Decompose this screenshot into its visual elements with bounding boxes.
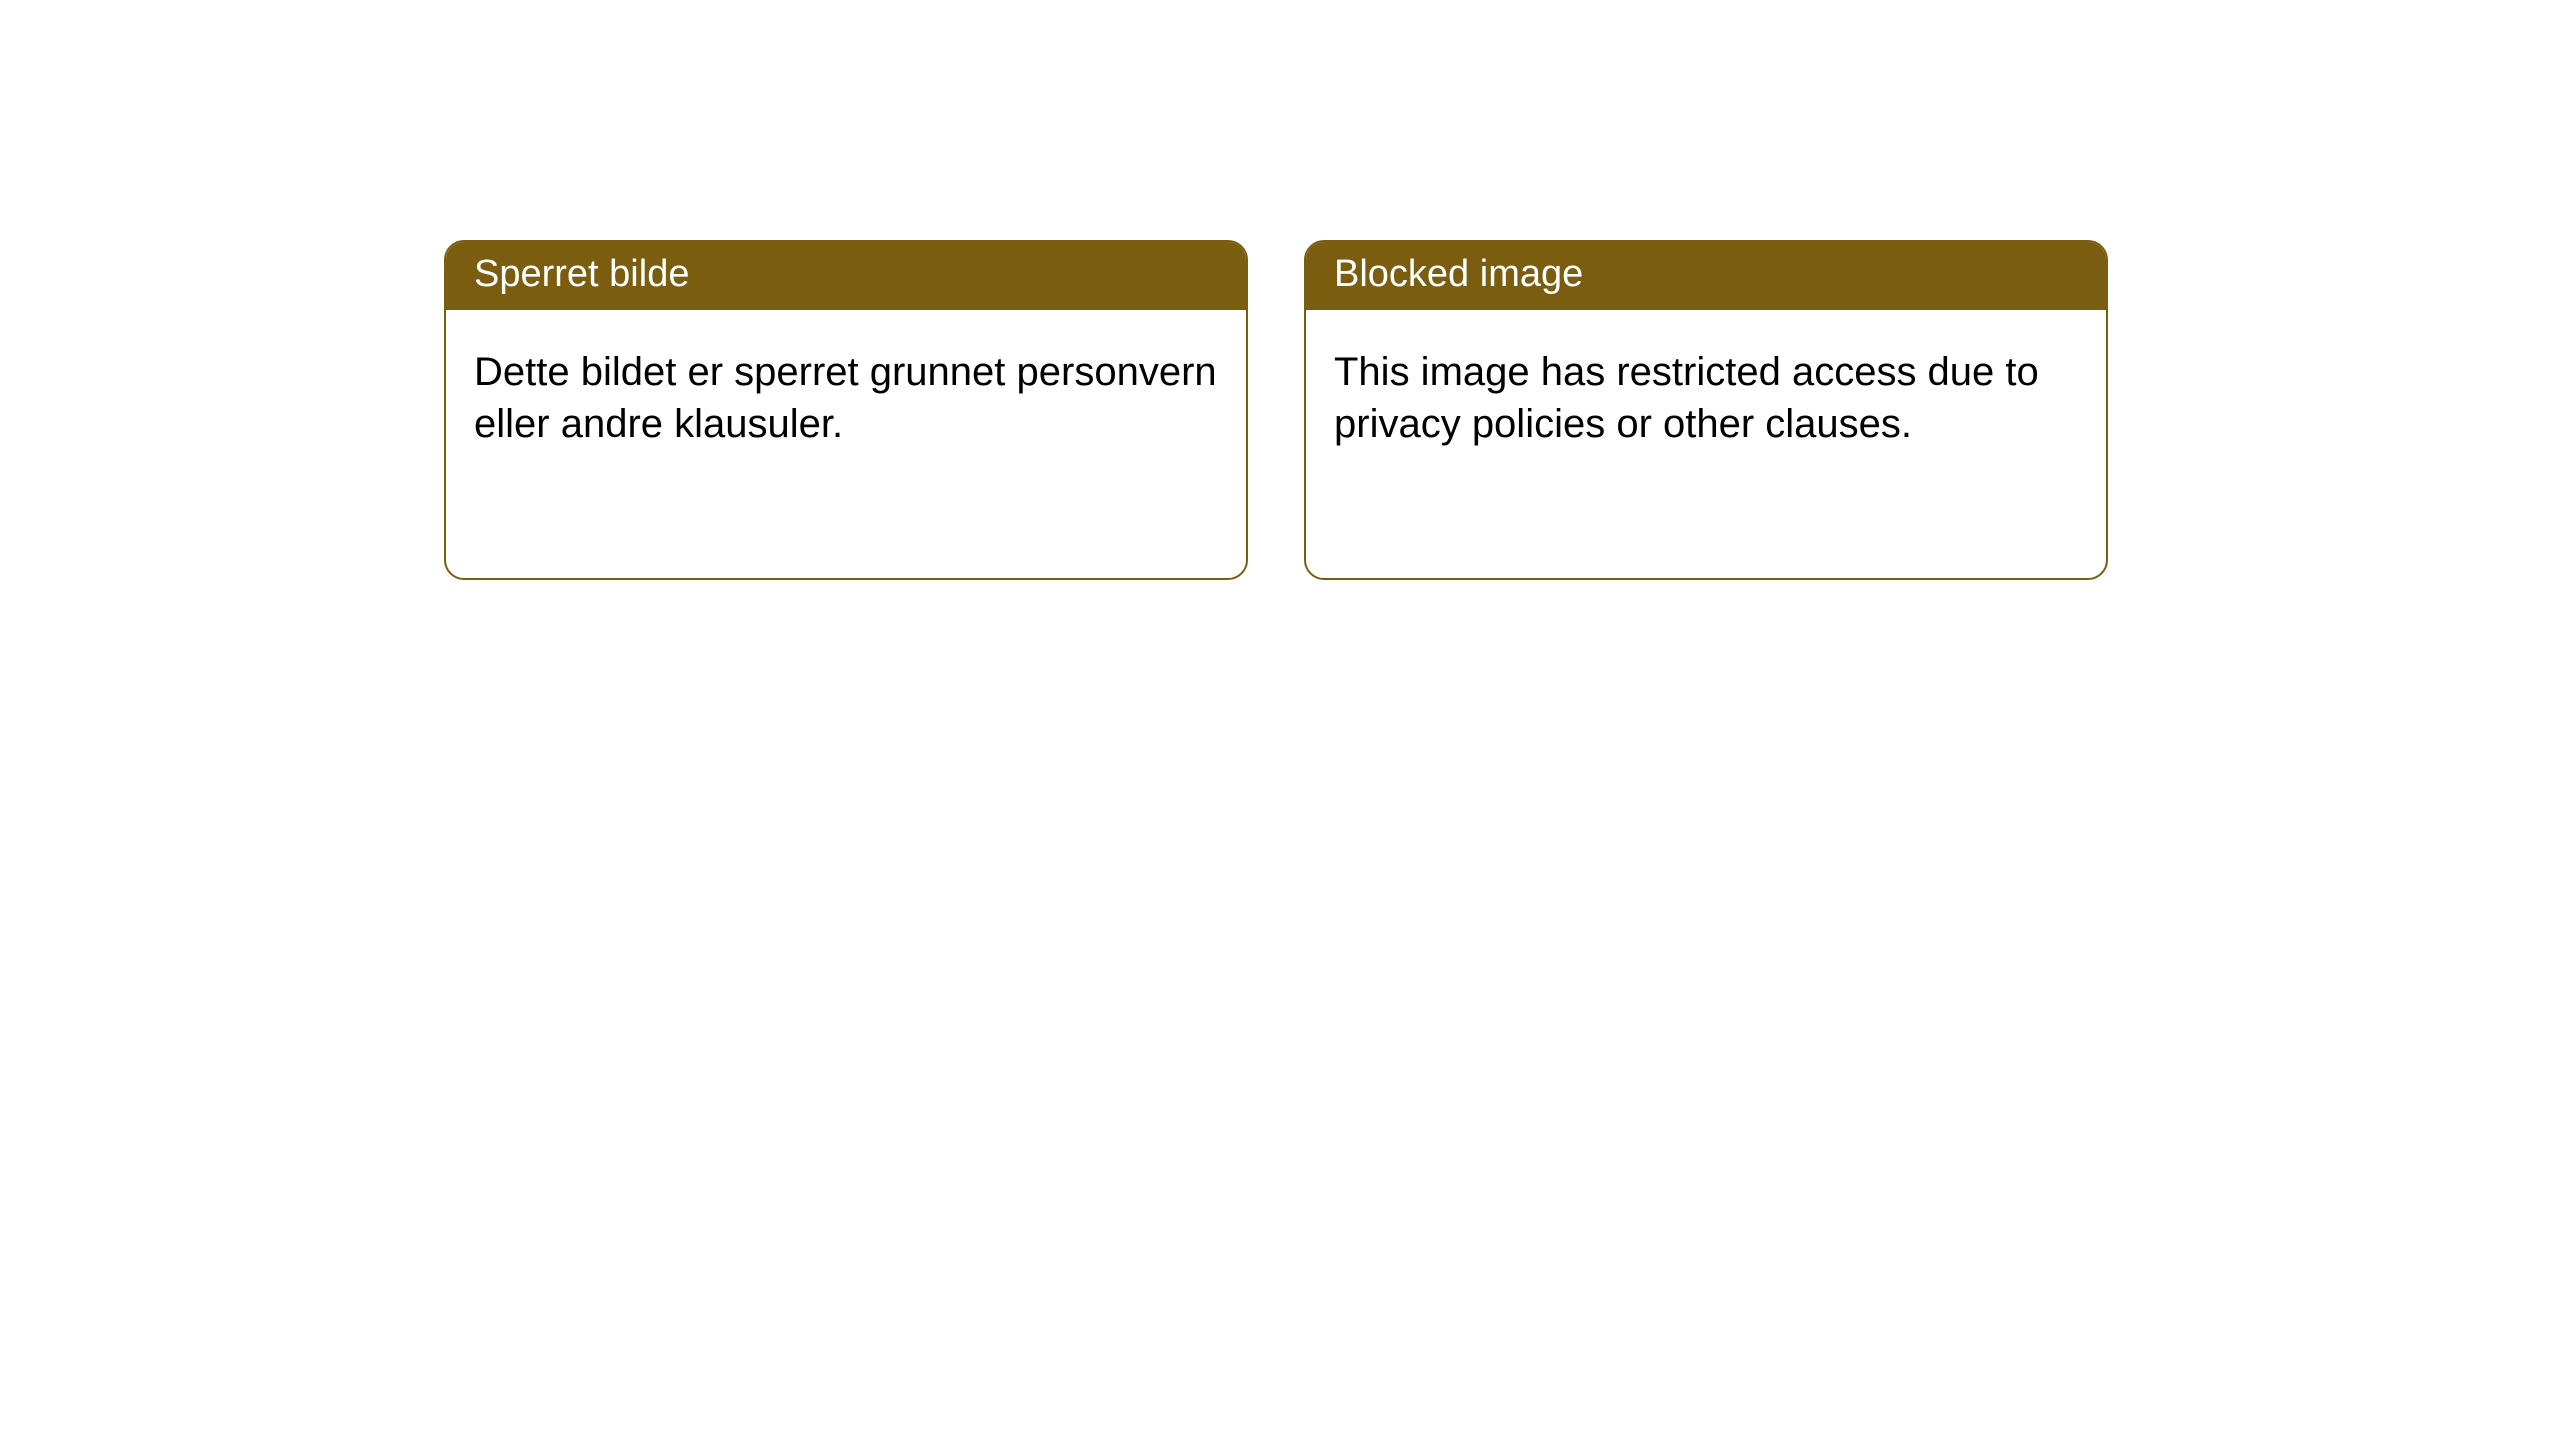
- notice-card-no: Sperret bilde Dette bildet er sperret gr…: [444, 240, 1248, 580]
- notice-body-no: Dette bildet er sperret grunnet personve…: [446, 310, 1246, 478]
- notice-body-en: This image has restricted access due to …: [1306, 310, 2106, 478]
- notice-title-no: Sperret bilde: [446, 242, 1246, 310]
- notice-card-en: Blocked image This image has restricted …: [1304, 240, 2108, 580]
- notice-container: Sperret bilde Dette bildet er sperret gr…: [0, 0, 2560, 580]
- notice-title-en: Blocked image: [1306, 242, 2106, 310]
